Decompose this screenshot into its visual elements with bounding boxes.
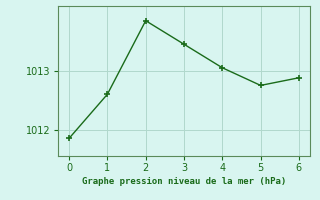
X-axis label: Graphe pression niveau de la mer (hPa): Graphe pression niveau de la mer (hPa) (82, 177, 286, 186)
